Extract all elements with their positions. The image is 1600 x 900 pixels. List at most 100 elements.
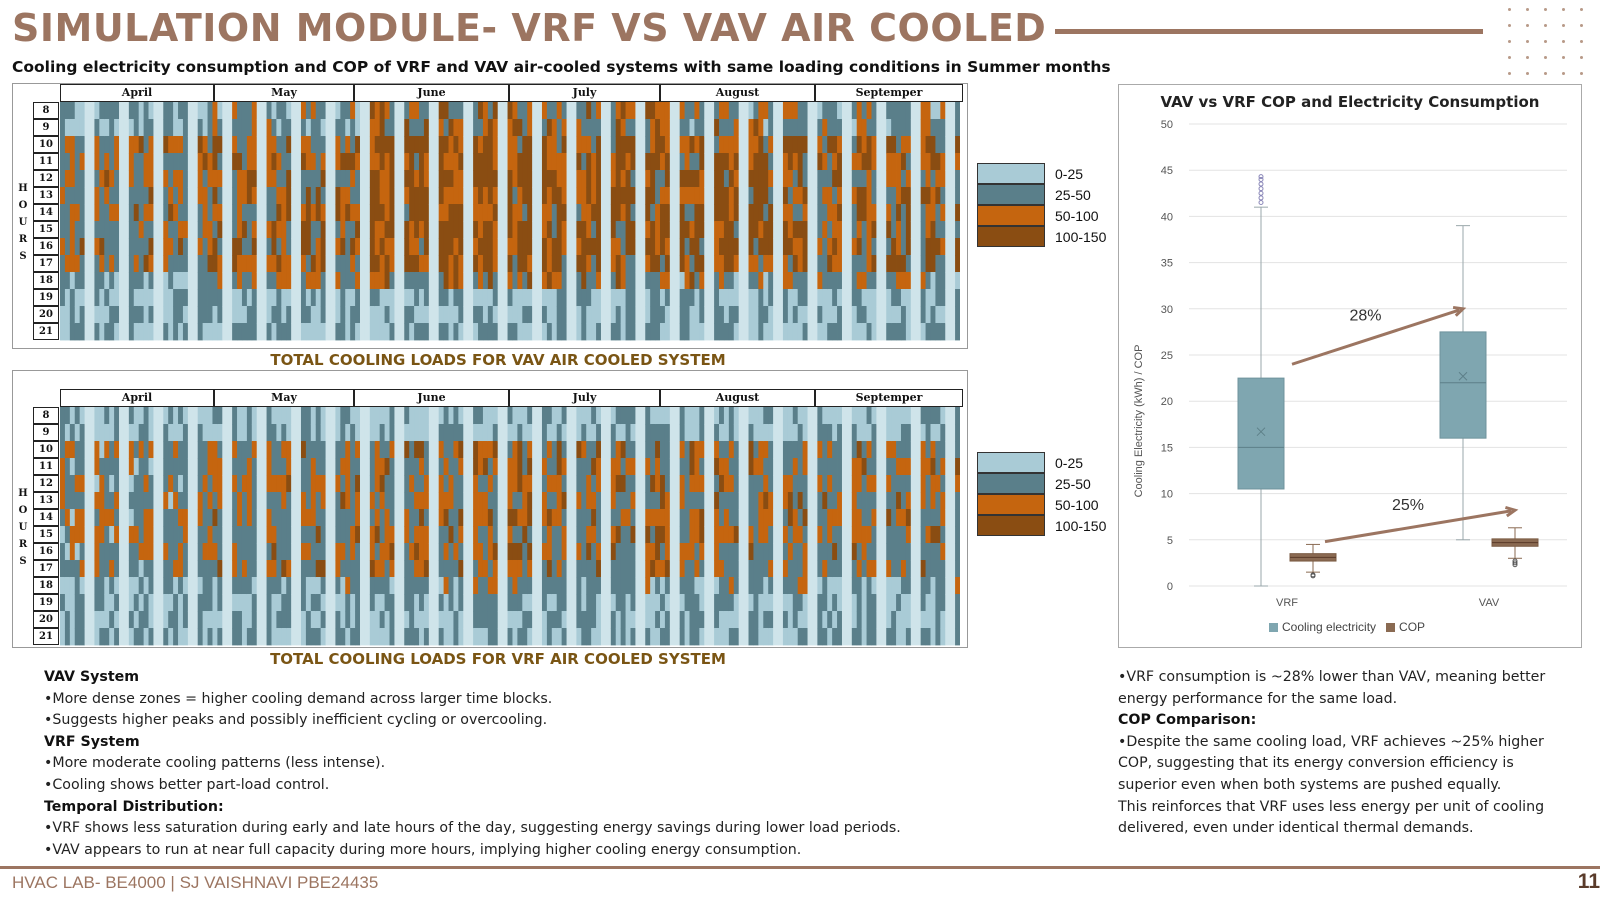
- heatmap-cell: [350, 187, 356, 205]
- heatmap-cell: [394, 272, 400, 290]
- heatmap-cell: [197, 441, 204, 459]
- heatmap-cell: [655, 492, 661, 510]
- heatmap-cell: [325, 119, 331, 137]
- heatmap-cell: [778, 492, 784, 510]
- heatmap-cell: [133, 543, 140, 561]
- heatmap-cell: [507, 458, 513, 476]
- heatmap-cell: [315, 153, 322, 171]
- heatmap-cell: [286, 221, 292, 239]
- heatmap-cell: [635, 577, 641, 595]
- heatmap-cell: [645, 611, 651, 629]
- heatmap-cell: [271, 509, 277, 527]
- heatmap-cell: [360, 136, 366, 154]
- heatmap-cell: [876, 577, 882, 595]
- heatmap-cell: [748, 560, 754, 578]
- heatmap-cell: [468, 272, 474, 290]
- heatmap-cell: [723, 221, 730, 239]
- heatmap-cell: [404, 170, 410, 188]
- heatmap-cell: [915, 119, 922, 137]
- heatmap-cell: [753, 238, 759, 256]
- heatmap-cell: [237, 119, 243, 137]
- heatmap-cell: [586, 255, 592, 273]
- heatmap-cell: [566, 526, 572, 544]
- heatmap-cell: [241, 543, 248, 561]
- heatmap-cell: [182, 289, 189, 307]
- heatmap-cell: [163, 560, 169, 578]
- heatmap-cell: [414, 323, 420, 341]
- heatmap-cell: [497, 136, 504, 154]
- heatmap-cell: [310, 187, 317, 205]
- heatmap-cell: [379, 187, 385, 205]
- heatmap-cell: [581, 509, 587, 527]
- heatmap-cell: [74, 187, 81, 205]
- heatmap-cell: [286, 424, 292, 442]
- heatmap-cell: [556, 509, 563, 527]
- heatmap-cell: [925, 306, 931, 324]
- heatmap-cell: [128, 153, 135, 171]
- heatmap-cell: [581, 136, 587, 154]
- heatmap-cell: [866, 441, 872, 459]
- heatmap-cell: [684, 255, 690, 273]
- heatmap-cell: [571, 526, 577, 544]
- heatmap-cell: [522, 255, 528, 273]
- heatmap-cell: [743, 441, 749, 459]
- heatmap-cell: [281, 102, 287, 120]
- heatmap-cell: [738, 221, 745, 239]
- heatmap-cell: [374, 594, 381, 612]
- heatmap-cell: [345, 119, 351, 137]
- heatmap-cell: [792, 543, 799, 561]
- heatmap-cell: [104, 560, 110, 578]
- heatmap-cell: [246, 238, 253, 256]
- heatmap-cell: [615, 204, 622, 222]
- heatmap-cell: [635, 187, 641, 205]
- heatmap-cell: [153, 187, 159, 205]
- heatmap-cell: [532, 153, 538, 171]
- heatmap-cell: [502, 560, 508, 578]
- heatmap-cell: [532, 102, 538, 120]
- heatmap-cell: [714, 628, 720, 646]
- heatmap-cell: [286, 153, 292, 171]
- heatmap-cell: [763, 611, 769, 629]
- heatmap-cell: [723, 170, 730, 188]
- heatmap-cell: [758, 628, 764, 646]
- heatmap-cell: [384, 475, 390, 493]
- heatmap-cell: [394, 187, 400, 205]
- heatmap-cell: [64, 577, 71, 595]
- heatmap-cell: [330, 204, 336, 222]
- heatmap-cell: [620, 424, 626, 442]
- heatmap-cell: [158, 136, 164, 154]
- heatmap-cell: [251, 323, 258, 341]
- heatmap-cell: [846, 628, 853, 646]
- heatmap-cell: [325, 255, 331, 273]
- heatmap-cell: [546, 272, 553, 290]
- heatmap-cell: [423, 611, 430, 629]
- heatmap-cell: [315, 170, 322, 188]
- heatmap-cell: [394, 407, 400, 425]
- heatmap-cell: [586, 441, 592, 459]
- heatmap-cell: [876, 221, 882, 239]
- heatmap-cell: [723, 255, 730, 273]
- heatmap-cell: [866, 306, 872, 324]
- heatmap-cell: [556, 407, 563, 425]
- heatmap-cell: [448, 136, 454, 154]
- heatmap-cell: [178, 441, 184, 459]
- heatmap-cell: [133, 136, 140, 154]
- heatmap-cell: [679, 170, 685, 188]
- heatmap-cell: [389, 594, 395, 612]
- heatmap-cell: [261, 238, 267, 256]
- heatmap-cell: [232, 323, 238, 341]
- heatmap-cell: [827, 492, 833, 510]
- heatmap-cell: [330, 577, 336, 595]
- heatmap-cell: [99, 577, 105, 595]
- heatmap-cell: [615, 153, 622, 171]
- heatmap-cell: [64, 136, 71, 154]
- heatmap-cell: [173, 289, 179, 307]
- heatmap-cell: [571, 594, 577, 612]
- heatmap-cell: [832, 407, 838, 425]
- heatmap-cell: [787, 272, 794, 290]
- heatmap-cell: [246, 170, 253, 188]
- heatmap-cell: [379, 577, 385, 595]
- heatmap-cell: [669, 102, 676, 120]
- heatmap-cell: [241, 475, 248, 493]
- heatmap-cell: [940, 272, 946, 290]
